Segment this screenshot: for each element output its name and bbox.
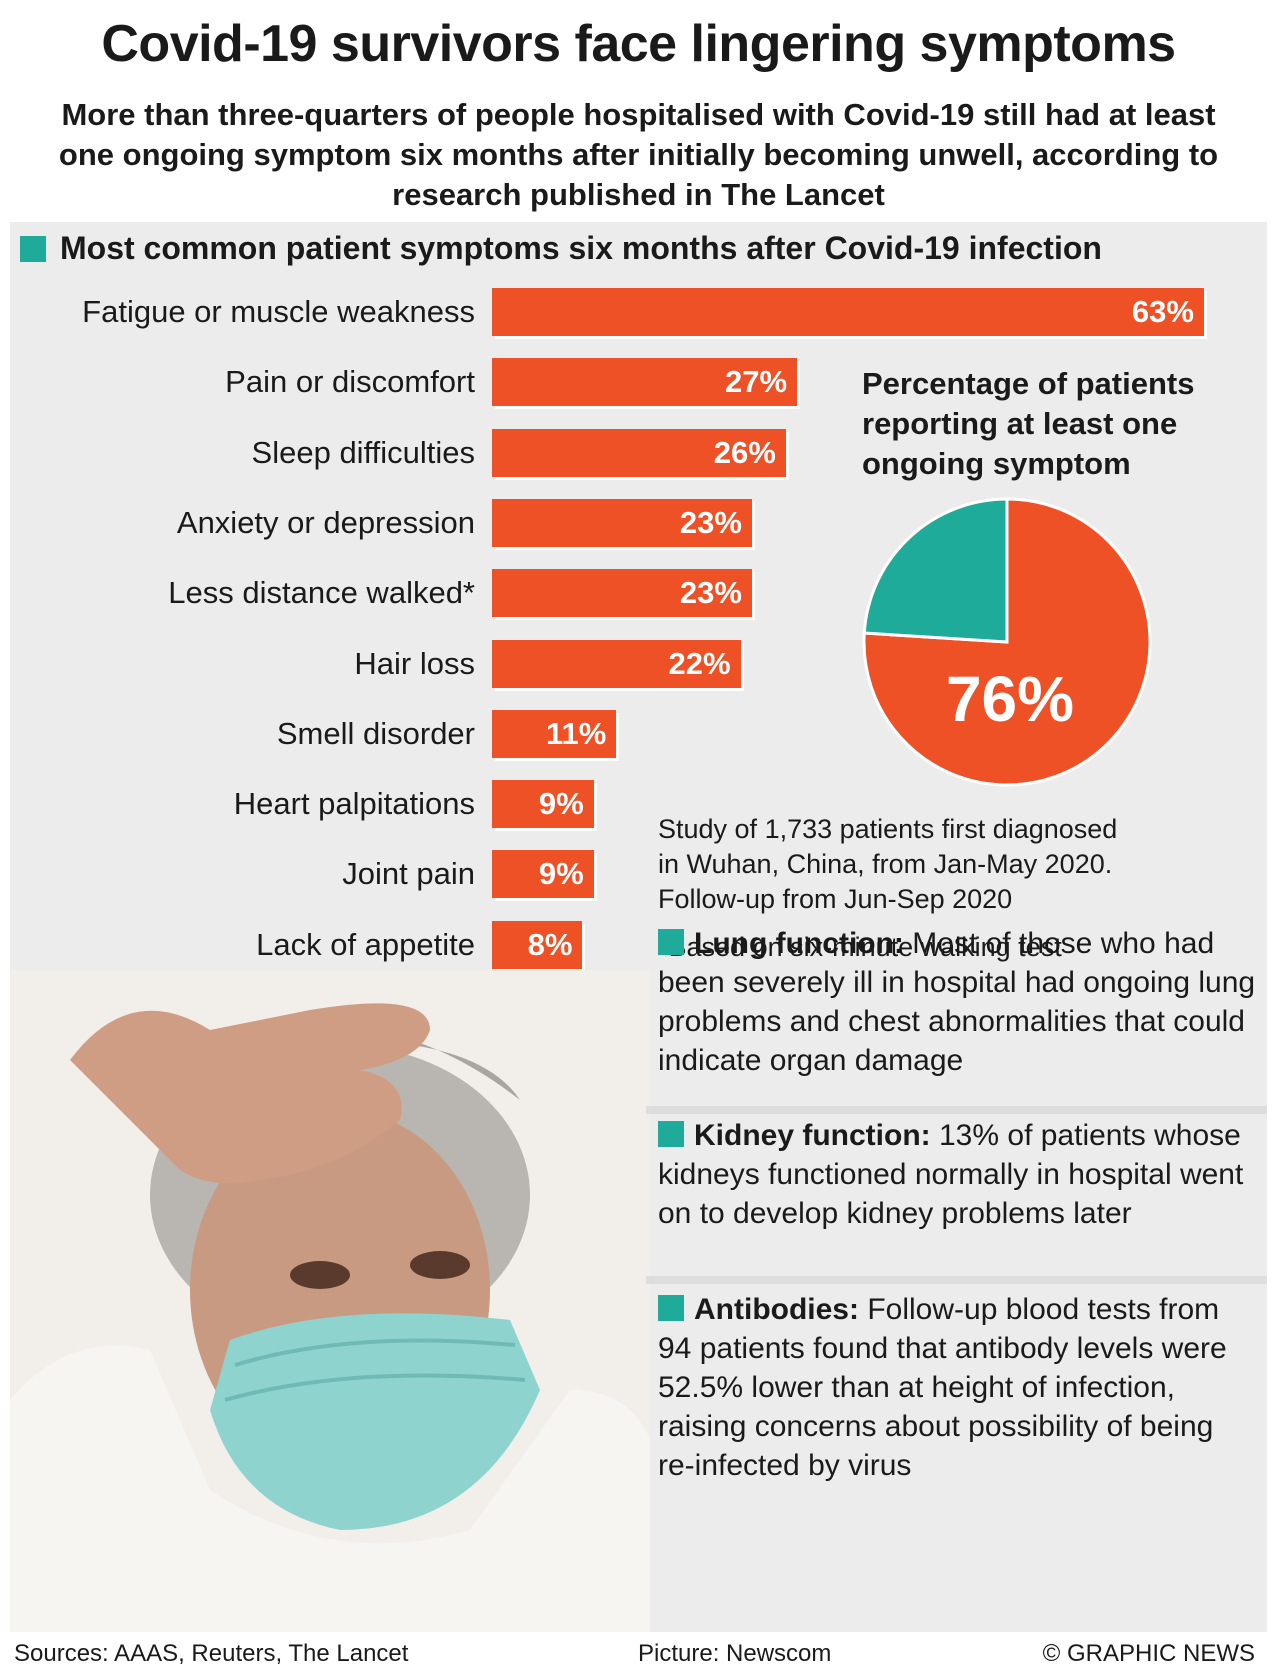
bar-value-label: 27%: [725, 364, 788, 400]
info-box-lung: Lung function: Most of those who had bee…: [646, 924, 1267, 1104]
bar-value-label: 26%: [713, 434, 776, 470]
bar-value-label: 9%: [538, 856, 584, 892]
bar-value-label: 9%: [538, 786, 584, 822]
section-title: Most common patient symptoms six months …: [60, 230, 1102, 266]
bar: 27%: [492, 358, 798, 407]
study-note-line-1: Study of 1,733 patients first diagnosed: [658, 814, 1118, 844]
bar: 22%: [492, 639, 741, 688]
study-note-line-2: in Wuhan, China, from Jan-May 2020.: [658, 849, 1113, 879]
sources: Sources: AAAS, Reuters, The Lancet: [14, 1640, 409, 1667]
bar-value-label: 22%: [668, 645, 731, 681]
bar: 9%: [492, 780, 594, 829]
divider: [646, 1106, 1267, 1114]
divider: [646, 1276, 1267, 1284]
bar-value-label: 8%: [527, 926, 573, 962]
patient-photo: [10, 970, 650, 1632]
bar-label: Anxiety or depression: [176, 504, 475, 540]
pie-title: Percentage of patients reporting at leas…: [862, 366, 1195, 481]
info-text: 13% of patients whose kidneys functioned…: [658, 1119, 1244, 1230]
teal-square-icon: [658, 929, 684, 955]
bar-value-label: 11%: [545, 715, 607, 751]
bar: 11%: [492, 709, 617, 758]
bar-label: Hair loss: [354, 645, 475, 681]
bar-label: Fatigue or muscle weakness: [82, 294, 475, 329]
info-heading: Antibodies:: [694, 1293, 859, 1326]
page-title: Covid-19 survivors face lingering sympto…: [101, 15, 1176, 73]
bar-value-label: 23%: [679, 504, 742, 540]
picture-credit: Picture: Newscom: [638, 1640, 832, 1667]
graphic-credit: © GRAPHIC NEWS: [1042, 1640, 1255, 1667]
bar-label: Lack of appetite: [256, 926, 475, 962]
info-box-kidney: Kidney function: 13% of patients whose k…: [646, 1116, 1267, 1276]
bar: 23%: [492, 569, 752, 618]
bar-label: Pain or discomfort: [225, 364, 475, 400]
page-subtitle: More than three-quarters of people hospi…: [58, 97, 1219, 212]
pie-slice-no-symptom: [862, 497, 1009, 644]
bar-label: Sleep difficulties: [251, 434, 475, 470]
info-text: Most of those who had been severely ill …: [658, 927, 1256, 1077]
bar-value-label: 23%: [679, 575, 742, 611]
info-box-antibodies: Antibodies: Follow-up blood tests from 9…: [646, 1290, 1267, 1530]
bar-label: Smell disorder: [276, 715, 475, 751]
info-heading: Lung function:: [694, 927, 904, 960]
bar: 63%: [492, 288, 1204, 336]
pie-slice-symptom: [862, 497, 1152, 787]
bar: 26%: [492, 428, 786, 477]
info-heading: Kidney function:: [694, 1119, 931, 1152]
bar: 8%: [492, 920, 583, 969]
bar: 23%: [492, 498, 752, 547]
section-heading: Most common patient symptoms six months …: [20, 230, 1102, 267]
pie-value-label: 76%: [945, 663, 1075, 735]
bar-label: Joint pain: [342, 856, 475, 892]
bar-value-label: 63%: [1131, 294, 1194, 329]
bar: 9%: [492, 850, 594, 899]
bar-label: Heart palpitations: [233, 786, 475, 822]
bar-label: Less distance walked*: [168, 575, 475, 611]
teal-square-icon: [20, 235, 46, 262]
pie-chart: [862, 497, 1152, 787]
teal-square-icon: [658, 1121, 684, 1147]
study-note-line-3: Follow-up from Jun-Sep 2020: [658, 884, 1013, 914]
info-text: Follow-up blood tests from 94 patients f…: [658, 1293, 1227, 1482]
teal-square-icon: [658, 1295, 684, 1321]
footnote: *Based on six-minute walking test: [658, 932, 1062, 962]
